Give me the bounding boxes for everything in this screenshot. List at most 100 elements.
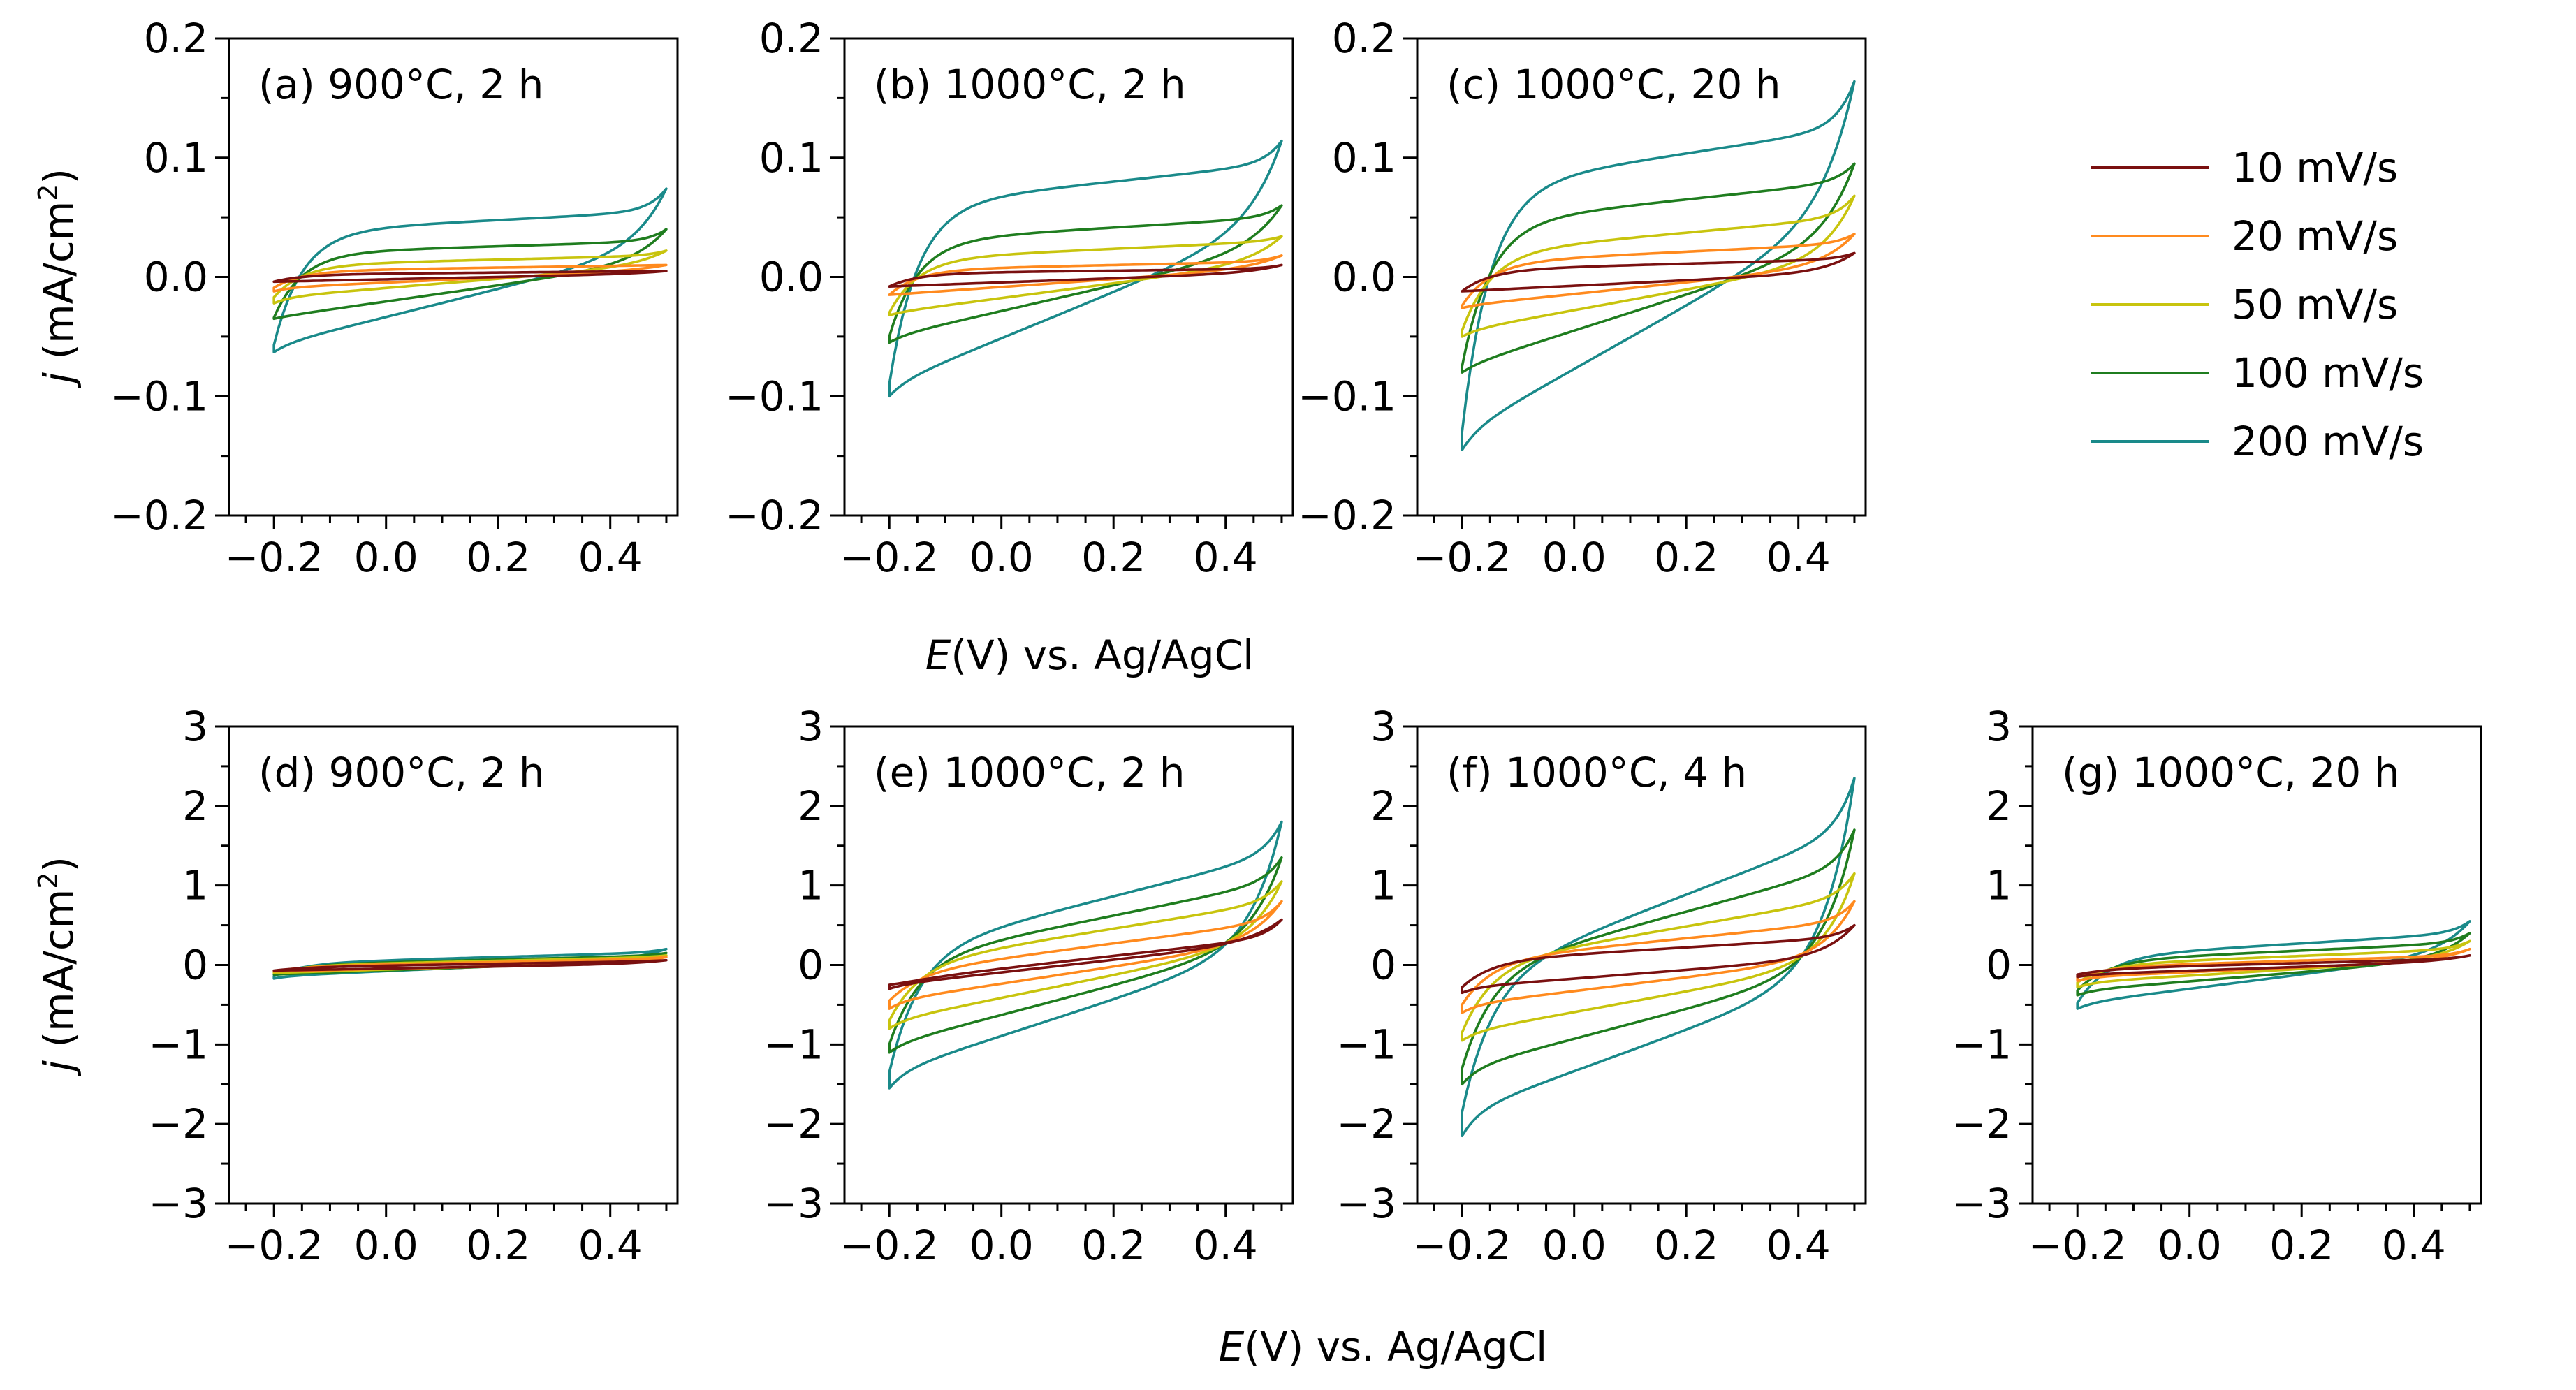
x-tick-label-f: 0.2: [1654, 1222, 1718, 1269]
cv-curve-a-20-mv-s: [272, 263, 668, 293]
x-tick-label-g: −0.2: [2028, 1222, 2127, 1269]
cv-curve-g-20-mv-s: [2076, 947, 2471, 983]
legend-label-50: 50 mV/s: [2232, 281, 2398, 328]
y-tick-label-g: 1: [1986, 862, 2012, 909]
cv-curve-f-10-mv-s: [1461, 923, 1856, 995]
y-tick-label-b: −0.1: [725, 372, 824, 420]
y-tick-label-d: 2: [182, 782, 208, 830]
y-tick-label-e: 2: [798, 782, 824, 830]
legend-entry-20: 20 mV/s: [2091, 212, 2398, 260]
legend-entry-100: 100 mV/s: [2091, 349, 2424, 397]
cv-curve-b-200-mv-s: [888, 140, 1283, 397]
y-tick-label-d: 3: [182, 703, 208, 750]
y-tick-label-e: −1: [764, 1020, 824, 1068]
cv-curve-b-20-mv-s: [888, 254, 1283, 296]
panel-label-f: (f) 1000°C, 4 h: [1447, 749, 1747, 796]
y-tick-label-c: −0.1: [1298, 372, 1396, 420]
panel-label-b: (b) 1000°C, 2 h: [874, 61, 1186, 108]
x-tick-label-b: 0.2: [1081, 534, 1146, 581]
curves-a: [272, 187, 668, 353]
y-tick-label-g: 3: [1986, 703, 2012, 750]
x-tick-label-d: 0.2: [466, 1222, 530, 1269]
x-tick-label-c: 0.4: [1766, 534, 1831, 581]
y-tick-label-d: −2: [149, 1100, 209, 1148]
cv-curve-c-100-mv-s: [1461, 162, 1856, 374]
cv-curve-e-200-mv-s: [888, 820, 1283, 1090]
legend-label-100: 100 mV/s: [2232, 349, 2424, 397]
y-tick-label-e: −3: [764, 1180, 824, 1227]
x-tick-label-c: 0.0: [1542, 534, 1607, 581]
y-tick-label-c: 0.0: [1332, 254, 1396, 301]
legend-entry-50: 50 mV/s: [2091, 281, 2398, 328]
cv-curve-f-50-mv-s: [1461, 872, 1856, 1042]
x-tick-label-a: 0.2: [466, 534, 530, 581]
y-tick-label-e: 0: [798, 942, 824, 989]
y-tick-label-b: 0.2: [759, 15, 824, 62]
y-tick-label-e: −2: [764, 1100, 824, 1148]
panel-a: −0.2 −0.1 0.0 0.1 0.2 −0.2 0.0 0.2 0.4 (a) 900°C,…: [110, 15, 679, 581]
y-tick-label-f: −2: [1337, 1100, 1397, 1148]
cv-curve-f-100-mv-s: [1461, 828, 1856, 1085]
curves-c: [1461, 80, 1856, 451]
x-tick-label-a: −0.2: [225, 534, 323, 581]
y-tick-label-f: 0: [1370, 942, 1396, 989]
panel-label-g: (g) 1000°C, 20 h: [2062, 749, 2399, 796]
y-tick-label-b: −0.2: [725, 492, 824, 539]
legend: 10 mV/s 20 mV/s 50 mV/s 100 mV/s 200 mV/…: [2091, 144, 2424, 465]
panel-label-d: (d) 900°C, 2 h: [258, 749, 545, 796]
panel-d: −3 −2 −1 0 1 2 3 −0.2 0.0 0.2 0.4 (d) 900°C, 2 h: [149, 703, 679, 1269]
panel-b: −0.2 −0.1 0.0 0.1 0.2 −0.2 0.0 0.2 0.4 (b) 1000°C…: [725, 15, 1294, 581]
y-tick-label-b: 0.1: [759, 134, 824, 182]
x-tick-label-c: 0.2: [1654, 534, 1718, 581]
y-tick-label-g: −3: [1952, 1180, 2012, 1227]
y-tick-label-d: 1: [182, 862, 208, 909]
x-axis-title-top: E(V) vs. Ag/AgCl: [925, 631, 1254, 679]
cv-curve-b-100-mv-s: [888, 204, 1283, 344]
plot-frame-f: [1416, 725, 1867, 1205]
plot-frame-c: [1416, 37, 1867, 517]
cv-curve-c-20-mv-s: [1461, 233, 1856, 309]
panel-label-a: (a) 900°C, 2 h: [258, 61, 543, 108]
panel-label-c: (c) 1000°C, 20 h: [1447, 61, 1781, 108]
y-tick-label-f: −1: [1337, 1020, 1397, 1068]
x-tick-label-c: −0.2: [1413, 534, 1512, 581]
legend-entry-10: 10 mV/s: [2091, 144, 2398, 191]
panel-f: −3 −2 −1 0 1 2 3 −0.2 0.0 0.2 0.4 (f) 1000°C, 4 h: [1337, 703, 1867, 1269]
x-tick-label-g: 0.4: [2382, 1222, 2446, 1269]
plot-frame-b: [843, 37, 1294, 517]
cv-curve-b-10-mv-s: [888, 263, 1283, 288]
x-tick-label-f: 0.0: [1542, 1222, 1607, 1269]
y-tick-label-a: 0.2: [144, 15, 208, 62]
cv-curve-e-10-mv-s: [888, 918, 1283, 990]
x-tick-label-a: 0.0: [354, 534, 418, 581]
y-tick-label-g: 0: [1986, 942, 2012, 989]
y-tick-label-d: −3: [149, 1180, 209, 1227]
x-tick-label-d: 0.0: [354, 1222, 418, 1269]
y-tick-label-d: 0: [182, 942, 208, 989]
y-axis-title-bottom: j (mA/cm2): [33, 856, 82, 1076]
curves-b: [888, 140, 1283, 397]
cv-curve-g-100-mv-s: [2076, 932, 2471, 997]
x-tick-label-e: 0.2: [1081, 1222, 1146, 1269]
legend-label-10: 10 mV/s: [2232, 144, 2398, 191]
x-tick-label-g: 0.0: [2158, 1222, 2222, 1269]
legend-label-200: 200 mV/s: [2232, 418, 2424, 465]
curves-e: [888, 820, 1283, 1090]
y-tick-label-a: 0.1: [144, 134, 208, 182]
y-tick-label-a: −0.1: [110, 372, 208, 420]
y-tick-label-f: 1: [1370, 862, 1396, 909]
panel-g: −3 −2 −1 0 1 2 3 −0.2 0.0 0.2 0.4 (g) 1000°C, 20 h: [1952, 703, 2482, 1269]
cv-curve-f-200-mv-s: [1461, 777, 1856, 1137]
x-tick-label-a: 0.4: [578, 534, 643, 581]
curves-g: [2076, 920, 2471, 1010]
y-tick-label-e: 3: [798, 703, 824, 750]
legend-label-20: 20 mV/s: [2232, 212, 2398, 260]
x-axis-title-bottom: E(V) vs. Ag/AgCl: [1219, 1323, 1548, 1370]
panel-c: −0.2 −0.1 0.0 0.1 0.2 −0.2 0.0 0.2 0.4 (c) 1000°C…: [1298, 15, 1867, 581]
y-tick-label-a: 0.0: [144, 254, 208, 301]
cv-curve-d-10-mv-s: [272, 958, 668, 972]
x-tick-label-d: 0.4: [578, 1222, 643, 1269]
cv-curve-a-200-mv-s: [272, 187, 668, 353]
cv-curve-a-100-mv-s: [272, 228, 668, 321]
